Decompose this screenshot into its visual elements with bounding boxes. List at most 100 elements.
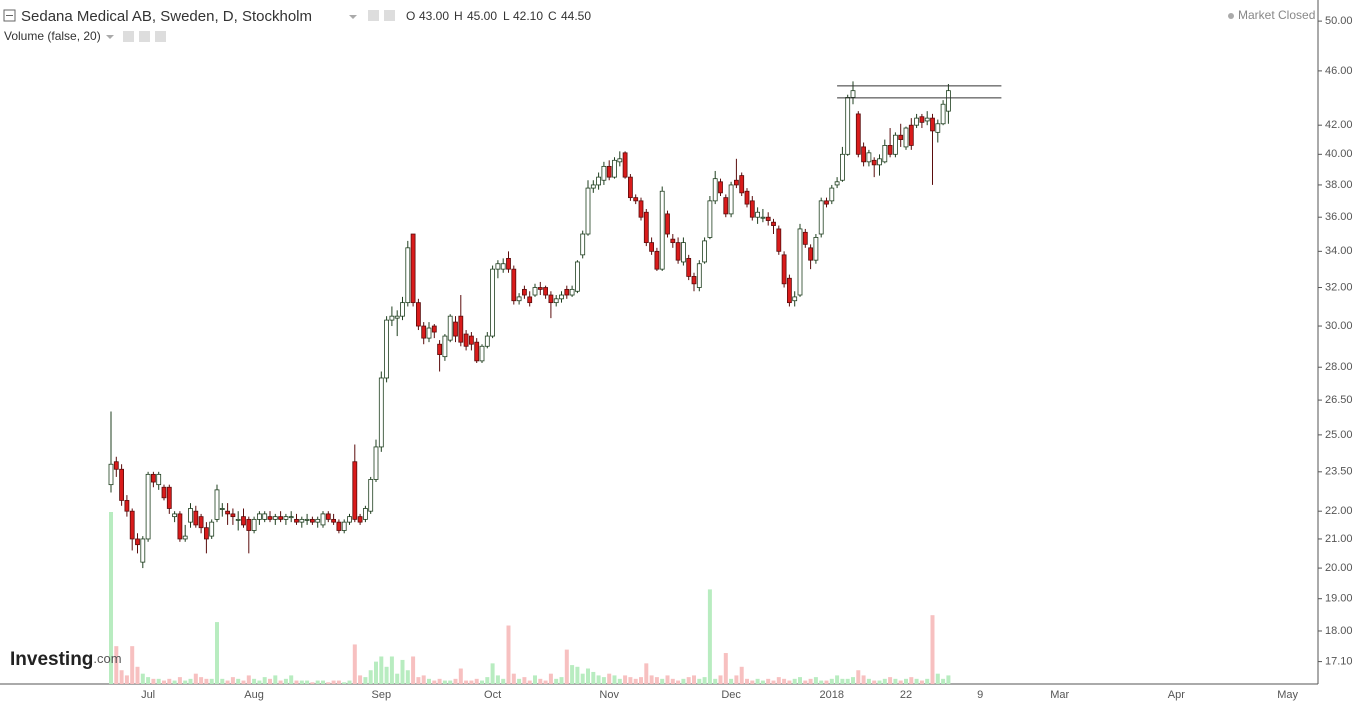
dropdown-arrow[interactable] [349, 15, 357, 19]
candle-body [898, 134, 904, 140]
volume-bar [686, 677, 691, 684]
candle-body [686, 257, 692, 277]
candle-body [516, 296, 522, 302]
volume-bar [554, 678, 559, 684]
volume-bar [766, 678, 771, 684]
volume-bar [623, 675, 628, 684]
candle-body [463, 333, 469, 347]
candle-body [447, 315, 453, 341]
candle-body [453, 321, 458, 337]
x-tick-label: 22 [900, 689, 912, 701]
volume-bar [427, 678, 431, 684]
x-tick-label: May [1277, 689, 1298, 701]
candle-body [564, 288, 570, 296]
volume-bar [374, 661, 378, 684]
volume-bar [533, 675, 537, 684]
volume-bar [904, 678, 908, 684]
volume-bar [538, 678, 543, 684]
candle-body [575, 261, 580, 292]
volume-bar [262, 677, 267, 684]
volume-bar [225, 680, 230, 684]
candle-body [511, 268, 517, 302]
volume-bar [146, 677, 151, 684]
volume-bar [729, 678, 734, 684]
volume-bar [109, 512, 113, 684]
candle-body [166, 486, 172, 509]
candle-body [771, 221, 776, 226]
volume-bar [866, 678, 871, 684]
volume-bar [888, 677, 893, 684]
volume-bar [750, 680, 755, 684]
candle-body [490, 268, 496, 337]
volume-bar [861, 675, 866, 684]
candle-body [325, 513, 331, 520]
y-tick-label: 30.00 [1325, 320, 1353, 332]
settings-icon[interactable] [139, 31, 150, 42]
y-tick-label: 20.00 [1325, 562, 1353, 574]
volume-bar [628, 677, 633, 684]
candle-body [193, 510, 199, 526]
close-icon[interactable] [155, 31, 166, 42]
volume-bar [315, 680, 320, 684]
volume-bar [278, 680, 283, 684]
volume-bar [808, 678, 813, 684]
volume-bar [257, 680, 262, 684]
candle-body [622, 152, 628, 178]
candle-body [415, 302, 421, 327]
volume-bar [389, 656, 394, 684]
candle-body [119, 468, 124, 501]
candle-body [182, 535, 188, 540]
candle-body [288, 516, 294, 519]
volume-bar [824, 680, 829, 684]
volume-bar [692, 675, 696, 684]
volume-bar [199, 677, 204, 684]
candle-body [665, 213, 670, 235]
candle-body [479, 345, 485, 362]
candle-body [219, 508, 225, 510]
candle-body [850, 90, 856, 98]
volume-bar [347, 680, 352, 684]
ohlc-label: L [503, 9, 510, 23]
volume-bar [379, 656, 384, 684]
candle-body [384, 319, 390, 379]
volume-bar [745, 678, 749, 684]
candle-body [309, 518, 315, 523]
y-tick-label: 18.00 [1325, 625, 1353, 637]
candle-body [808, 247, 813, 261]
volume-bar [283, 678, 288, 684]
volume-bar [490, 663, 495, 684]
candle-body [871, 159, 877, 166]
candle-body [113, 461, 119, 470]
y-tick-label: 38.00 [1325, 179, 1353, 191]
candle-body [161, 486, 167, 499]
candle-body [177, 513, 183, 540]
ohlc-value: 43.00 [419, 9, 449, 23]
settings-icon[interactable] [368, 10, 379, 21]
candle-body [887, 145, 893, 155]
y-tick-label: 32.00 [1325, 281, 1353, 293]
candle-body [861, 146, 866, 163]
candle-body [527, 296, 533, 304]
close-icon[interactable] [384, 10, 395, 21]
volume-bar [342, 682, 347, 684]
candle-body [230, 513, 236, 518]
y-tick-label: 21.00 [1325, 533, 1353, 545]
candle-body [643, 211, 649, 244]
volume-bar [919, 680, 924, 684]
candle-body [468, 335, 474, 345]
y-tick-label: 25.00 [1325, 429, 1353, 441]
volume-bar [209, 678, 214, 684]
candle-body [654, 250, 660, 270]
x-tick-label: Nov [599, 689, 619, 701]
volume-bar [612, 675, 617, 684]
volume-bar [241, 680, 246, 684]
candle-body [675, 242, 681, 261]
volume-bar [448, 680, 453, 684]
volume-bar [310, 682, 315, 684]
volume-bar [639, 677, 643, 684]
collapse-icon[interactable] [3, 9, 16, 22]
volume-bar [384, 666, 389, 684]
hide-icon[interactable] [123, 31, 134, 42]
candle-body [908, 124, 914, 146]
dropdown-arrow[interactable] [106, 35, 114, 39]
